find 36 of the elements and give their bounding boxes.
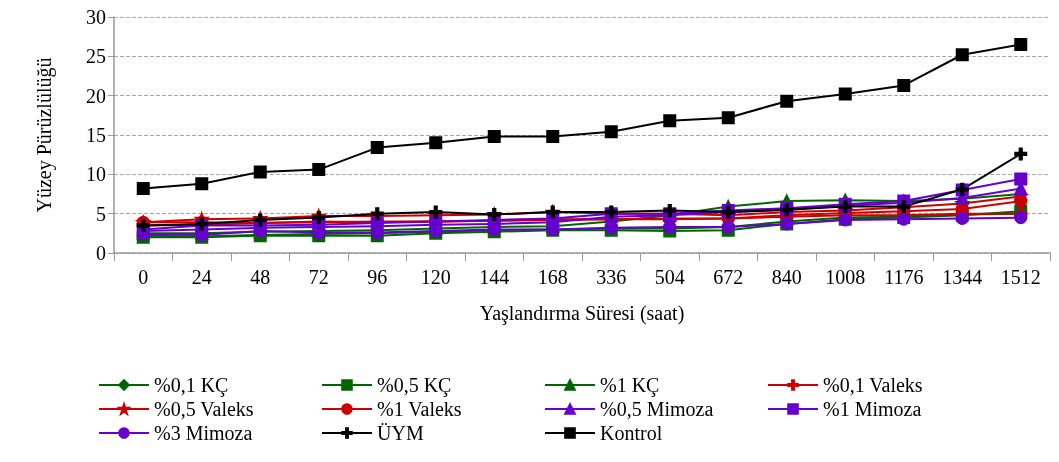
y-tick-label: 10: [86, 163, 106, 186]
legend-label: Kontrol: [600, 422, 663, 444]
x-tick-label: 840: [771, 266, 802, 288]
x-tick-label: 1176: [884, 266, 924, 288]
y-tick-label: 30: [86, 6, 106, 28]
x-tick-label: 168: [537, 266, 568, 288]
y-tick-label: 25: [86, 45, 106, 68]
x-tick-label: 336: [596, 266, 627, 288]
x-tick-label: 144: [479, 266, 510, 288]
x-axis-title: Yaşlandırma Süresi (saat): [479, 302, 685, 325]
y-axis-title: Yüzey Pürüzlülüğü: [33, 57, 56, 213]
x-tick-label: 48: [250, 266, 271, 288]
y-tick-label: 5: [96, 202, 106, 225]
y-tick-label: 20: [86, 84, 106, 107]
legend-label: %1 Mimoza: [823, 398, 922, 420]
legend-label: %0,1 Valeks: [823, 374, 923, 396]
legend-label: %0,5 Valeks: [154, 398, 254, 420]
legend-label: %3 Mimoza: [154, 422, 253, 444]
x-tick-label: 672: [713, 266, 744, 288]
x-tick-label: 120: [420, 266, 451, 288]
legend-label: %0,5 Mimoza: [600, 398, 714, 420]
y-tick-label: 0: [96, 242, 106, 264]
x-tick-label: 72: [308, 266, 329, 288]
y-tick-label: 15: [86, 124, 106, 146]
x-tick-label: 0: [138, 266, 149, 288]
x-tick-label: 1344: [942, 266, 983, 288]
x-tick-label: 24: [191, 266, 212, 288]
x-tick-label: 504: [654, 266, 685, 288]
x-tick-label: 1008: [825, 266, 866, 288]
x-tick-label: 1512: [1000, 266, 1041, 288]
legend-label: %1 KÇ: [600, 374, 660, 397]
legend-label: %0,1 KÇ: [154, 374, 229, 397]
legend-label: ÜYM: [377, 422, 424, 444]
legend-label: %0,5 KÇ: [377, 374, 452, 397]
x-tick-label: 96: [367, 266, 388, 288]
legend-label: %1 Valeks: [377, 398, 462, 420]
